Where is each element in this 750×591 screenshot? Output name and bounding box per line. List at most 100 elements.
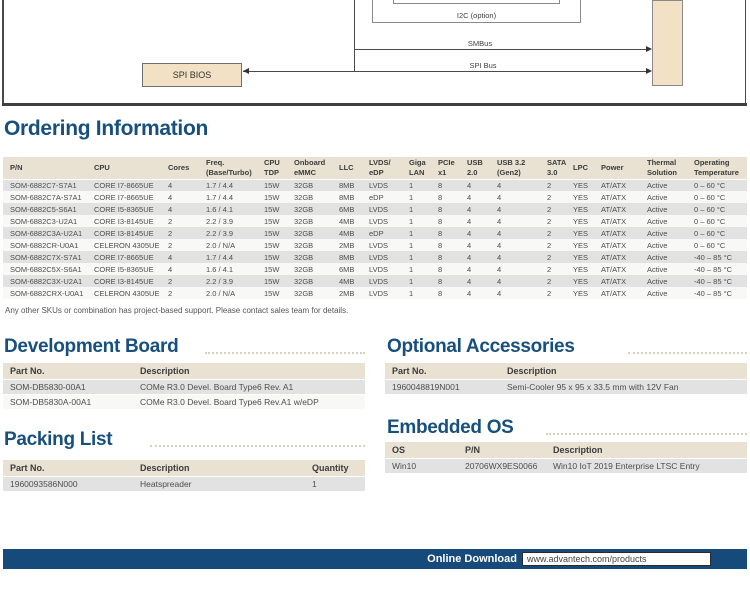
table-cell: 32GB <box>294 204 314 214</box>
spi-bus-line <box>243 71 650 72</box>
table-cell: 0 – 60 °C <box>694 240 726 250</box>
table-cell: YES <box>573 204 589 214</box>
table-cell: 4 <box>497 264 502 274</box>
table-cell: 1960048819N001 <box>385 379 500 395</box>
table-cell: 8 <box>438 228 443 238</box>
header-row: P/N CPU Cores Freq. (Base/Turbo) CPU TDP Onbo… <box>3 157 747 180</box>
spi-bus-arrow-left-icon <box>243 68 249 74</box>
table-cell: 2 <box>547 204 552 214</box>
table-cell: 2 <box>547 276 552 286</box>
table-cell: Active <box>647 276 668 286</box>
table-cell: CORE I3-8145UE <box>94 228 154 238</box>
table-cell: YES <box>573 252 589 262</box>
table-cell: 2 <box>168 228 173 238</box>
table-cell: 2.0 / N/A <box>206 288 236 298</box>
table-cell: 1.7 / 4.4 <box>206 192 234 202</box>
table-row: SOM-6882C3-U2A1 CORE I3-8145UE 2 2.2 / 3.9 1… <box>3 215 747 227</box>
table-cell: SOM-6882C7-S7A1 <box>10 180 77 190</box>
table-cell: 15W <box>264 216 280 226</box>
table-cell: 4 <box>497 228 502 238</box>
dev-board-table: Part No. Description SOM-DB5830-00A1 COMe R… <box>3 363 365 410</box>
table-cell: -40 – 85 °C <box>694 288 733 298</box>
table-cell: AT/ATX <box>601 288 627 298</box>
table-cell: 4 <box>497 288 502 298</box>
table-cell: 0 – 60 °C <box>694 204 726 214</box>
table-cell: 4 <box>168 204 173 214</box>
embedded-os-dotline <box>546 433 747 435</box>
table-cell: 32GB <box>294 264 314 274</box>
table-cell: 2 <box>168 276 173 286</box>
table-cell: eDP <box>369 192 384 202</box>
table-cell: Active <box>647 252 668 262</box>
table-row: SOM-6882C3A-U2A1 CORE I3-8145UE 2 2.2 / 3.9… <box>3 227 747 239</box>
table-cell: AT/ATX <box>601 264 627 274</box>
table-cell: SOM-DB5830A-00A1 <box>3 394 133 410</box>
table-cell: CORE I3-8145UE <box>94 216 154 226</box>
table-cell: LVDS <box>369 240 389 250</box>
column-header: Description <box>133 460 305 477</box>
table-cell: SOM-6882C3X-U2A1 <box>10 276 83 286</box>
table-cell: 8 <box>438 276 443 286</box>
table-cell: 4 <box>467 276 472 286</box>
table-cell: 6MB <box>339 204 355 214</box>
diagram-border-right <box>745 0 746 103</box>
table-cell: 4 <box>497 252 502 262</box>
table-cell: SOM-6882C5X-S6A1 <box>10 264 82 274</box>
table-cell: 1.6 / 4.1 <box>206 204 234 214</box>
spi-bios-box: SPI BIOS <box>142 63 242 87</box>
table-cell: AT/ATX <box>601 240 627 250</box>
table-cell: YES <box>573 276 589 286</box>
table-cell: 1 <box>409 204 414 214</box>
smbus-line <box>354 49 647 50</box>
accessories-table: Part No. Description 1960048819N001 Semi-Co… <box>385 363 747 395</box>
table-cell: 32GB <box>294 192 314 202</box>
i2c-box: I2C (option) <box>372 0 581 23</box>
table-cell: -40 – 85 °C <box>694 276 733 286</box>
table-cell: 4 <box>168 180 173 190</box>
table-cell: AT/ATX <box>601 192 627 202</box>
diagram-vertical-line <box>354 0 355 72</box>
column-header: PCIe x1 <box>433 157 462 180</box>
table-cell: 1.7 / 4.4 <box>206 252 234 262</box>
table-cell: 2 <box>547 252 552 262</box>
table-cell: 32GB <box>294 252 314 262</box>
table-cell: 8MB <box>339 192 355 202</box>
table-cell: 8 <box>438 204 443 214</box>
accessories-title: Optional Accessories <box>387 336 575 357</box>
table-cell: CORE I3-8145UE <box>94 276 154 286</box>
table-cell: CORE I7-8665UE <box>94 180 154 190</box>
table-cell: YES <box>573 228 589 238</box>
table-cell: AT/ATX <box>601 216 627 226</box>
table-row: 1960093586N000 Heatspreader 1 <box>3 476 365 492</box>
ordering-note: Any other SKUs or combination has projec… <box>5 306 349 315</box>
table-cell: AT/ATX <box>601 276 627 286</box>
table-cell: 4MB <box>339 216 355 226</box>
header-row: OS P/N Description <box>385 442 747 459</box>
table-cell: 0 – 60 °C <box>694 228 726 238</box>
table-cell: 4 <box>168 252 173 262</box>
column-header: LVDS/ eDP <box>364 157 404 180</box>
table-cell: 8 <box>438 288 443 298</box>
table-cell: 32GB <box>294 276 314 286</box>
column-header: Part No. <box>385 363 500 380</box>
column-header: Operating Temperature <box>689 157 747 180</box>
table-row: SOM-6882C7-S7A1 CORE I7-8665UE 4 1.7 / 4.4 1… <box>3 179 747 191</box>
table-cell: LVDS <box>369 204 389 214</box>
table-cell: Active <box>647 192 668 202</box>
table-cell: 1 <box>409 192 414 202</box>
table-cell: 1 <box>409 276 414 286</box>
table-cell: 15W <box>264 180 280 190</box>
download-url[interactable]: www.advantech.com/products <box>522 552 711 566</box>
table-cell: 32GB <box>294 240 314 250</box>
table-cell: 1 <box>409 264 414 274</box>
table-cell: 4MB <box>339 276 355 286</box>
column-header: USB 2.0 <box>462 157 492 180</box>
header-row: Part No. Description Quantity <box>3 460 365 477</box>
table-cell: 8 <box>438 252 443 262</box>
spi-bus-label: SPI Bus <box>469 61 497 70</box>
table-row: SOM-6882CRX-U0A1 CELERON 4305UE 2 2.0 / N/A… <box>3 287 747 299</box>
table-cell: 1 <box>409 216 414 226</box>
accessories-dotline <box>628 352 747 354</box>
packing-dotline <box>150 445 365 447</box>
table-cell: 15W <box>264 252 280 262</box>
